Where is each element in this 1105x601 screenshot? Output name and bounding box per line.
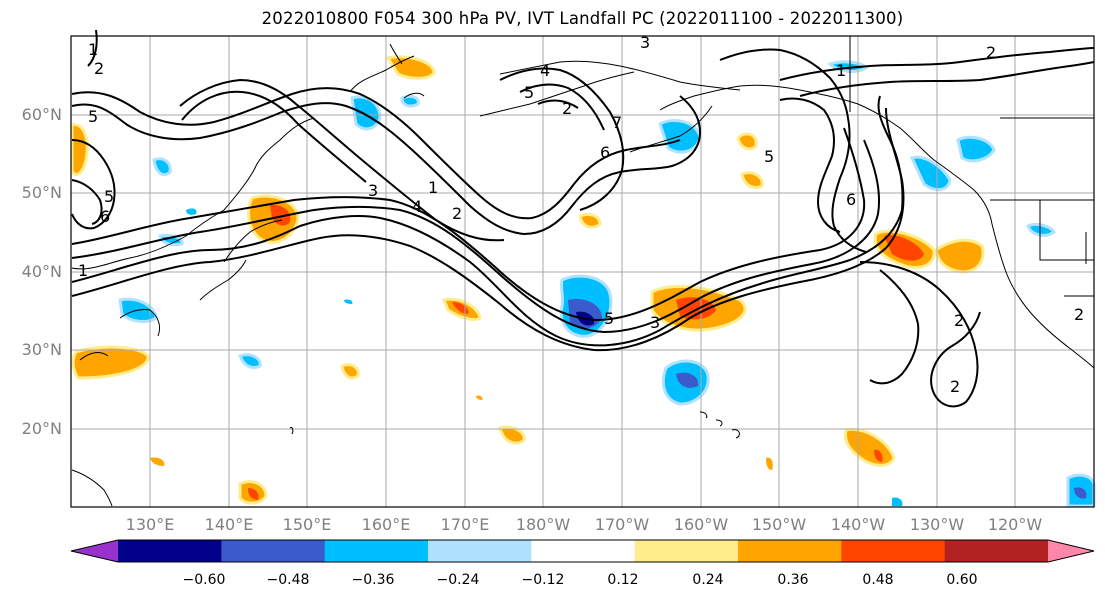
contour-labels: 1 2 1 2 3 4 5 6 7 5 6 3 5 2 2 1 2 5 6 1 … <box>78 33 1084 396</box>
colorbar-segment <box>634 540 739 562</box>
contour-label: 5 <box>764 147 774 166</box>
contour-label: 2 <box>986 43 996 62</box>
lat-label: 60°N <box>21 105 62 124</box>
lat-label: 30°N <box>21 340 62 359</box>
contour-label: 4 <box>540 61 550 80</box>
colorbar-tick-label: 0.60 <box>946 572 978 588</box>
contour-label: 2 <box>1074 305 1084 324</box>
figure-title: 2022010800 F054 300 hPa PV, IVT Landfall… <box>261 9 904 28</box>
contour-label: 1 <box>88 40 98 59</box>
lon-label: 180°W <box>515 515 571 534</box>
contour-label: 6 <box>846 190 856 209</box>
colorbar-tick-label: −0.24 <box>436 572 480 588</box>
lon-label: 140°E <box>204 515 254 534</box>
contour-label: 2 <box>954 311 964 330</box>
lon-label: 150°E <box>282 515 332 534</box>
lat-label: 20°N <box>21 419 62 438</box>
lon-label: 160°E <box>361 515 411 534</box>
map-frame <box>70 35 1095 508</box>
contour-label: 6 <box>600 143 610 162</box>
lat-label: 40°N <box>21 262 62 281</box>
contour-label: 1 <box>78 261 88 280</box>
colorbar-tick-label: 0.48 <box>862 572 894 588</box>
contour-label: 2 <box>452 204 462 223</box>
colorbar-segment <box>221 540 326 562</box>
contour-label: 5 <box>604 309 614 328</box>
lon-label: 160°W <box>673 515 729 534</box>
colorbar <box>70 539 1095 563</box>
contour-label: 2 <box>94 59 104 78</box>
contour-label: 5 <box>104 187 114 206</box>
lon-label: 150°W <box>751 515 807 534</box>
colorbar-tick-label: 0.24 <box>692 572 724 588</box>
colorbar-segment <box>841 540 946 562</box>
coastlines <box>71 36 1095 507</box>
colorbar-tick-label: −0.60 <box>182 572 226 588</box>
contour-label: 5 <box>524 83 534 102</box>
colorbar-tick-label: 0.36 <box>777 572 809 588</box>
contour-label: 2 <box>562 99 572 118</box>
lon-label: 130°E <box>125 515 175 534</box>
contour-label: 5 <box>88 107 98 126</box>
contour-label: 1 <box>836 61 846 80</box>
contour-label: 6 <box>100 207 110 226</box>
colorbar-extend-min <box>71 540 118 562</box>
colorbar-tick-label: 0.12 <box>607 572 639 588</box>
lon-label: 130°W <box>909 515 965 534</box>
lon-label: 140°W <box>830 515 886 534</box>
contour-label: 3 <box>368 181 378 200</box>
lon-label: 170°W <box>594 515 650 534</box>
contour-label: 1 <box>428 178 438 197</box>
colorbar-segment <box>118 540 222 562</box>
contour-label: 7 <box>612 113 622 132</box>
colorbar-tick-label: −0.48 <box>266 572 310 588</box>
colorbar-tick-label: −0.12 <box>521 572 565 588</box>
contour-label: 3 <box>640 33 650 52</box>
graticule <box>71 36 1094 507</box>
colorbar-segment <box>531 540 636 562</box>
colorbar-outline <box>70 539 1095 563</box>
colorbar-extend-max <box>1048 540 1094 562</box>
contour-label: 2 <box>950 377 960 396</box>
ivt-shading <box>70 55 1096 508</box>
colorbar-segment <box>324 540 429 562</box>
colorbar-tick-label: −0.36 <box>351 572 395 588</box>
lon-label: 170°E <box>440 515 490 534</box>
contour-label: 3 <box>650 313 660 332</box>
lon-label: 120°W <box>987 515 1043 534</box>
contour-label: 4 <box>412 197 422 216</box>
colorbar-segment <box>944 540 1049 562</box>
pv-contours <box>71 29 1095 408</box>
colorbar-segment <box>428 540 532 562</box>
lat-label: 50°N <box>21 183 62 202</box>
colorbar-segment <box>738 540 842 562</box>
